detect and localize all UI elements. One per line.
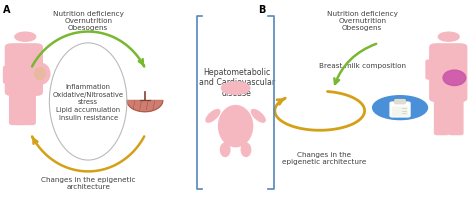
Text: B: B <box>258 5 265 15</box>
FancyBboxPatch shape <box>390 103 410 117</box>
Circle shape <box>15 33 36 42</box>
Text: Inflammation
Oxidative/Nitrosative
stress
Lipid accumulation
Insulin resistance: Inflammation Oxidative/Nitrosative stres… <box>53 84 124 120</box>
FancyBboxPatch shape <box>3 67 16 84</box>
Ellipse shape <box>219 106 253 147</box>
Circle shape <box>373 96 428 120</box>
Circle shape <box>438 33 459 42</box>
Text: Nutrition deficiency
Overnutrition
Obesogens: Nutrition deficiency Overnutrition Obeso… <box>53 11 124 31</box>
FancyBboxPatch shape <box>395 100 405 104</box>
Ellipse shape <box>35 68 45 80</box>
FancyBboxPatch shape <box>20 87 35 125</box>
Ellipse shape <box>251 110 265 123</box>
Text: Breast milk composition: Breast milk composition <box>319 63 406 69</box>
FancyBboxPatch shape <box>5 45 42 96</box>
Ellipse shape <box>220 143 230 157</box>
FancyBboxPatch shape <box>392 108 408 116</box>
Ellipse shape <box>206 110 220 123</box>
FancyBboxPatch shape <box>449 96 463 135</box>
FancyBboxPatch shape <box>435 96 449 135</box>
Circle shape <box>221 83 250 95</box>
Text: A: A <box>3 5 10 15</box>
Text: Hepatometabolic
and Cardiovascular
disease: Hepatometabolic and Cardiovascular disea… <box>199 68 275 97</box>
Polygon shape <box>127 101 163 112</box>
Text: Changes in the
epigenetic architecture: Changes in the epigenetic architecture <box>282 151 366 164</box>
FancyBboxPatch shape <box>426 61 439 80</box>
Ellipse shape <box>32 64 50 85</box>
Ellipse shape <box>443 71 466 86</box>
FancyBboxPatch shape <box>430 45 467 102</box>
FancyBboxPatch shape <box>9 87 25 125</box>
Text: Nutrition deficiency
Overnutrition
Obesogens: Nutrition deficiency Overnutrition Obeso… <box>327 11 398 31</box>
Ellipse shape <box>241 143 251 157</box>
Text: Changes in the epigenetic
architecture: Changes in the epigenetic architecture <box>41 176 136 189</box>
